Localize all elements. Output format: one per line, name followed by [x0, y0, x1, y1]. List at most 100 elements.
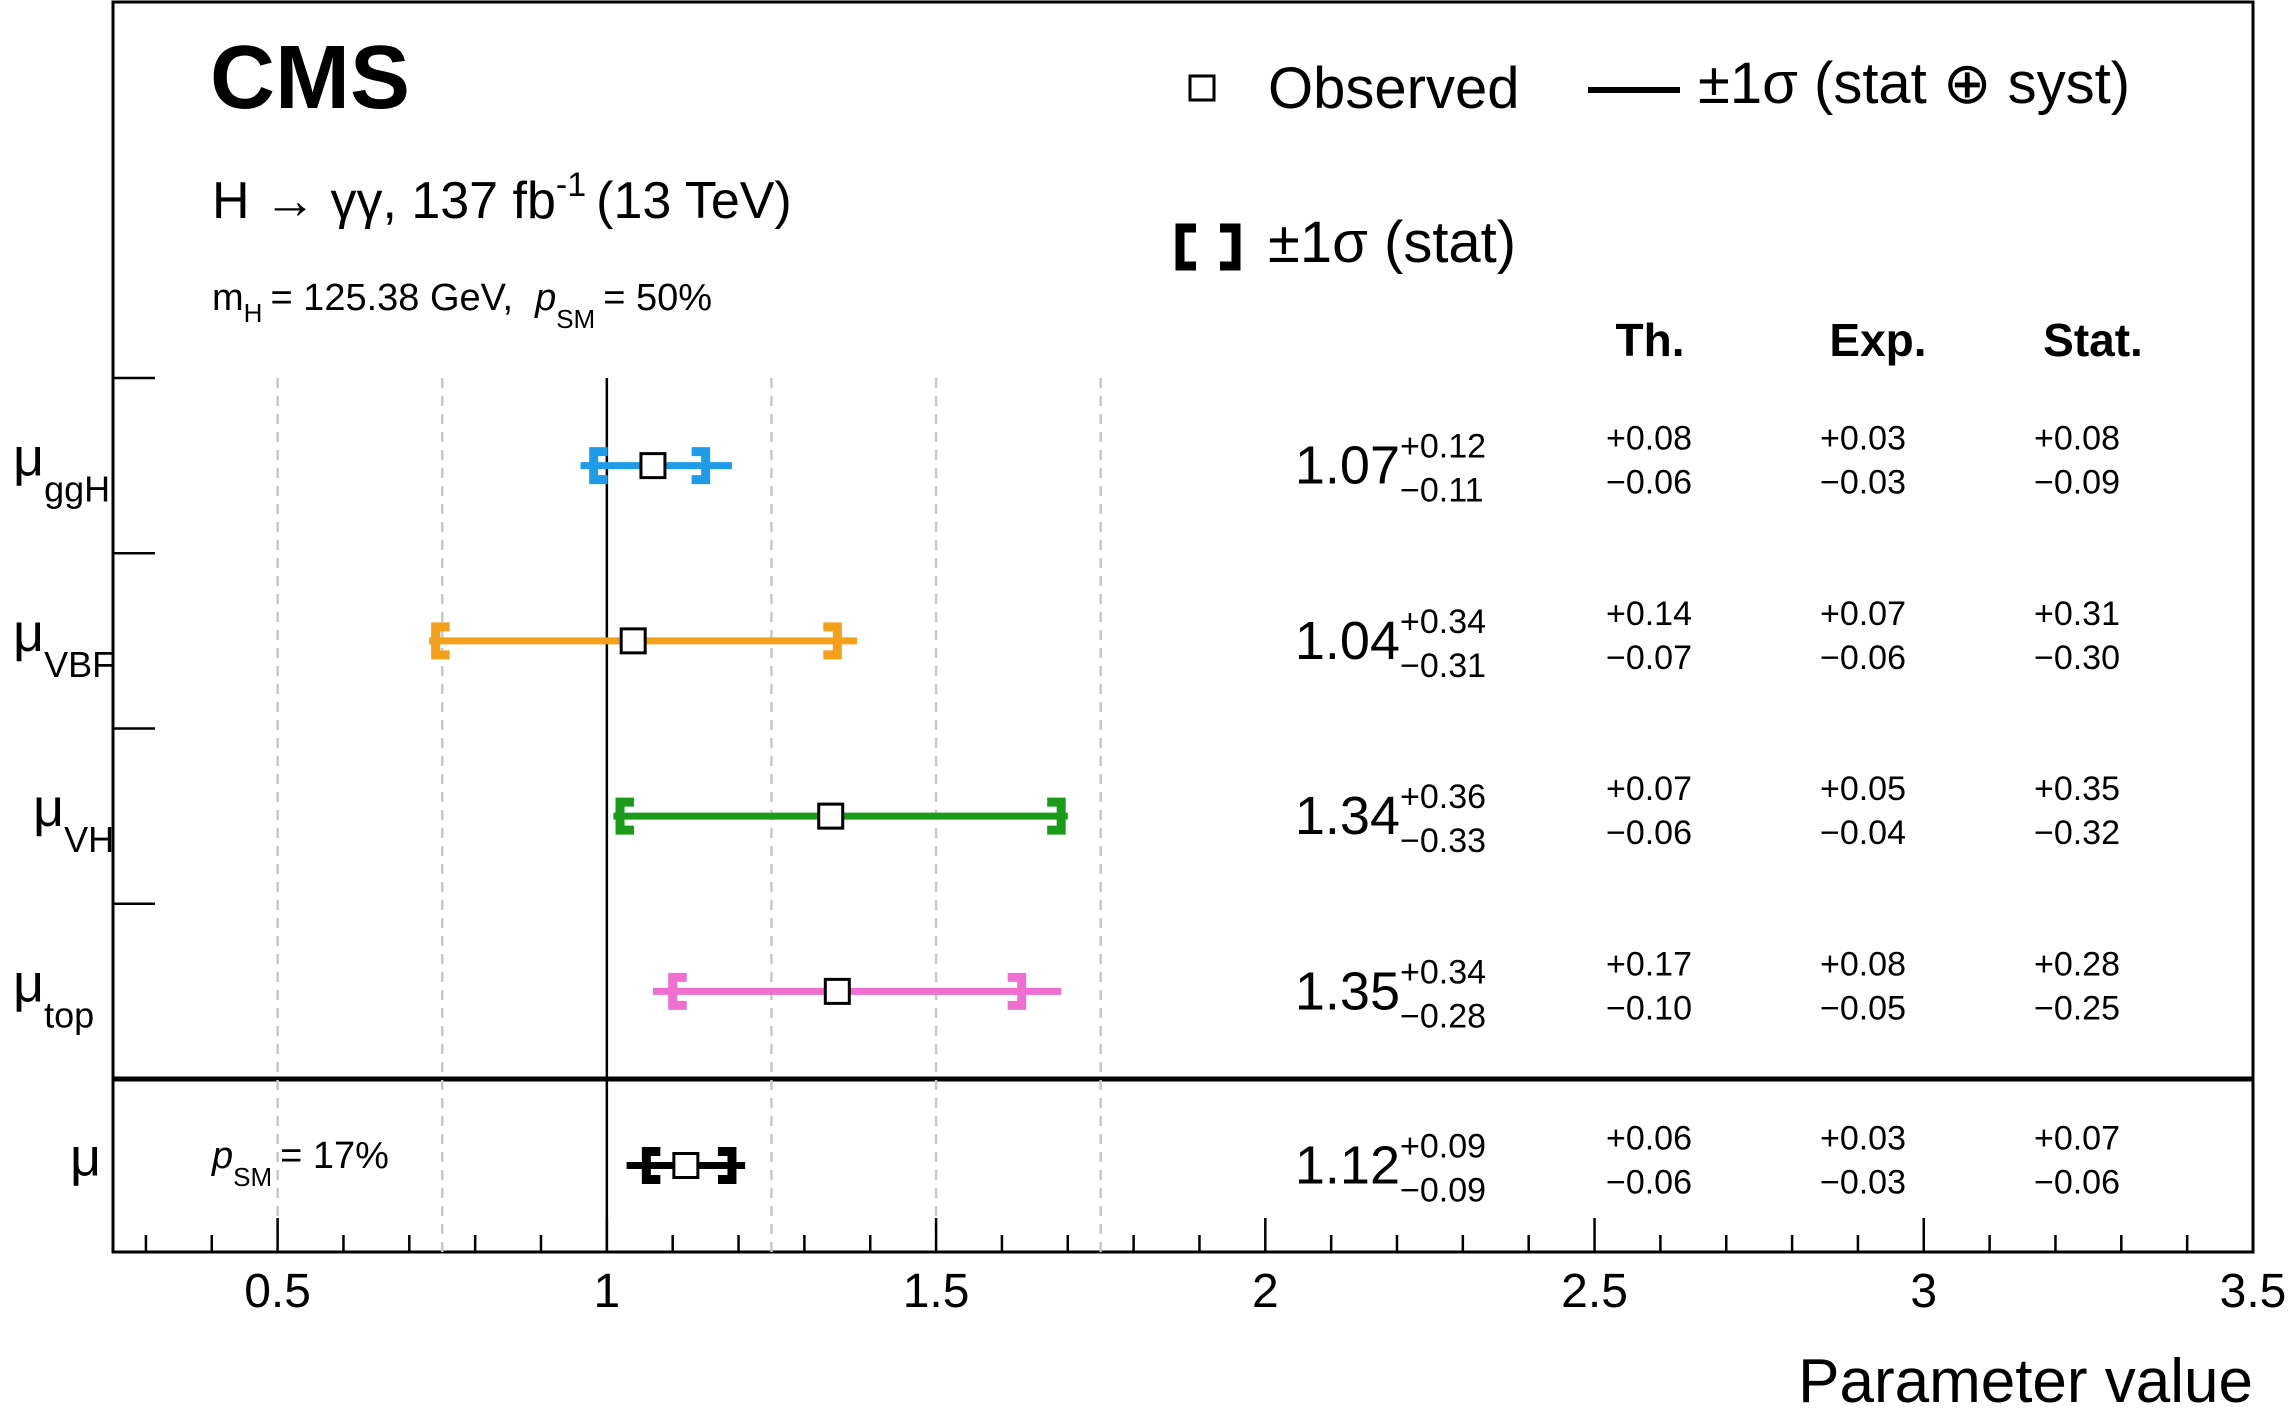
exp-up-text: +0.07: [1820, 595, 1906, 633]
stat-up-text: +0.35: [2034, 770, 2120, 808]
total-up-text: +0.12: [1400, 428, 1486, 466]
point-group-VBF: [429, 622, 858, 660]
combined-psm-symbol: p: [211, 1135, 233, 1177]
stat-bracket-low: [431, 622, 450, 660]
x-tick-label: 1: [593, 1265, 620, 1318]
stat-down-text: −0.32: [2034, 814, 2120, 852]
stat-down-text: −0.25: [2034, 989, 2120, 1027]
mass-subscript: H: [244, 298, 263, 328]
exp-down-text: −0.06: [1820, 639, 1906, 677]
value-text: 1.12: [1295, 1136, 1400, 1196]
x-axis: 0.5 1 1.5 2 2.5 3 3.5: [144, 1218, 2286, 1318]
y-axis-ticks: [113, 376, 155, 905]
exp-down-text: −0.03: [1820, 464, 1906, 502]
channel-label: H → γγ, 137 fb-1 (13 TeV): [212, 166, 792, 230]
observed-marker: [817, 802, 845, 830]
y-label-symbol: μ: [13, 603, 44, 663]
stat-up-text: +0.28: [2034, 945, 2120, 983]
legend-stat-marker: [1175, 223, 1241, 271]
y-label-subscript: VBF: [44, 644, 114, 685]
mass-label: mH = 125.38 GeV, pSM = 50%: [212, 277, 712, 334]
stat-bracket-high: [1007, 972, 1027, 1010]
x-tick-label: 3: [1910, 1265, 1937, 1318]
y-label-subscript: ggH: [44, 469, 110, 510]
point-group-VH: [613, 797, 1068, 835]
x-tick-label: 1.5: [903, 1265, 970, 1318]
y-label: μ: [70, 1128, 101, 1188]
x-axis-title: Parameter value: [1798, 1347, 2253, 1411]
y-label-subscript: top: [44, 994, 94, 1035]
legend: Observed ±1σ (stat ⊕ syst) ±1σ (stat): [1175, 51, 2130, 275]
exp-up-text: +0.03: [1820, 420, 1906, 458]
stat-up-text: +0.31: [2034, 595, 2120, 633]
psm-value: = 50%: [603, 277, 712, 319]
channel-text: H → γγ, 137 fb: [212, 172, 556, 230]
mass-value: = 125.38 GeV,: [270, 277, 513, 319]
point-group-ggH: [580, 447, 732, 485]
total-up-text: +0.34: [1400, 603, 1486, 641]
y-label-symbol: μ: [13, 953, 44, 1013]
stat-bracket-high: [1047, 797, 1066, 835]
energy-label: (13 TeV): [596, 172, 792, 230]
psm-symbol: p: [534, 277, 556, 319]
plot-frame: [111, 0, 2255, 1254]
th-up-text: +0.07: [1606, 770, 1692, 808]
total-down-text: −0.28: [1400, 997, 1486, 1035]
y-label: μggH: [13, 428, 110, 510]
exp-down-text: −0.04: [1820, 814, 1906, 852]
stat-bracket-low: [589, 447, 608, 485]
legend-total-label: ±1σ (stat ⊕ syst): [1698, 51, 2130, 116]
header-exp: Exp.: [1829, 314, 1926, 366]
observed-marker: [823, 977, 851, 1005]
value-text: 1.34: [1295, 786, 1400, 846]
point-group-top: [652, 972, 1062, 1010]
y-label-subscript: VH: [64, 819, 114, 860]
total-down-text: −0.09: [1400, 1172, 1486, 1210]
stat-up-text: +0.08: [2034, 420, 2120, 458]
lumi-exponent: -1: [556, 166, 586, 204]
stat-bracket-high: [717, 1147, 737, 1184]
y-label-symbol: μ: [33, 778, 64, 838]
value-text: 1.07: [1295, 436, 1400, 496]
value-table: 1.07 +0.12 −0.11 +0.08 −0.06 +0.03 −0.03 +0.08 −…: [1295, 420, 2120, 1210]
combined-psm-subscript: SM: [233, 1162, 272, 1192]
th-down-text: −0.07: [1606, 639, 1692, 677]
stat-down-text: −0.09: [2034, 464, 2120, 502]
stat-bracket-low: [641, 1147, 661, 1184]
y-label-symbol: μ: [70, 1128, 101, 1188]
stat-down-text: −0.06: [2034, 1164, 2120, 1202]
legend-stat-label: ±1σ (stat): [1268, 210, 1516, 275]
exp-down-text: −0.05: [1820, 989, 1906, 1027]
legend-observed-marker: [1188, 74, 1216, 102]
total-down-text: −0.11: [1400, 472, 1484, 510]
th-up-text: +0.17: [1606, 945, 1692, 983]
mass-symbol: m: [212, 277, 244, 319]
exp-up-text: +0.03: [1820, 1120, 1906, 1158]
data-points: [429, 447, 1068, 1184]
th-down-text: −0.06: [1606, 464, 1692, 502]
combined-psm-value: = 17%: [280, 1135, 389, 1177]
header-th: Th.: [1616, 314, 1685, 366]
y-label-symbol: μ: [13, 428, 44, 488]
y-label: μVBF: [13, 603, 114, 685]
experiment-label: CMS: [210, 28, 410, 128]
observed-marker: [672, 1152, 700, 1179]
observed-marker: [639, 452, 667, 480]
total-up-text: +0.36: [1400, 778, 1486, 816]
th-down-text: −0.06: [1606, 1164, 1692, 1202]
y-label: μtop: [13, 953, 94, 1035]
th-up-text: +0.14: [1606, 595, 1692, 633]
x-tick-label: 0.5: [244, 1265, 311, 1318]
total-down-text: −0.33: [1400, 822, 1486, 860]
stat-bracket-low: [668, 972, 687, 1010]
y-label: μVH: [33, 778, 114, 860]
exp-up-text: +0.05: [1820, 770, 1906, 808]
th-down-text: −0.10: [1606, 989, 1692, 1027]
psm-subscript: SM: [556, 304, 595, 334]
combined-point-group: [626, 1147, 746, 1184]
stat-bracket-high: [823, 622, 842, 660]
combined-psm-label: pSM = 17%: [211, 1135, 389, 1192]
reference-lines: [276, 378, 1102, 1252]
